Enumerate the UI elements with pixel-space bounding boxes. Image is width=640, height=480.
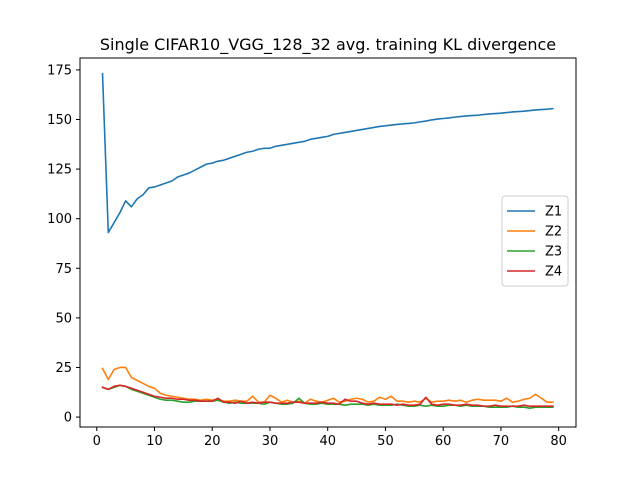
x-tick-label: 0 [93,434,101,449]
y-tick-label: 125 [47,163,72,178]
x-tick-label: 30 [262,434,279,449]
x-tick-label: 70 [493,434,510,449]
x-tick-label: 80 [550,434,567,449]
series-line-z2 [101,366,554,404]
series-line-z1 [101,73,554,234]
x-tick-label: 60 [435,434,452,449]
legend: Z1 Z2 Z3 Z4 [501,195,569,287]
plot-frame [79,57,577,428]
x-tick-label: 20 [204,434,221,449]
x-axis: 0 10 20 30 40 50 60 70 80 [93,427,567,449]
legend-label-z1: Z1 [545,205,562,220]
x-tick-label: 50 [377,434,394,449]
x-tick-label: 40 [319,434,336,449]
series-line-z3 [101,384,554,409]
legend-label-z4: Z4 [545,265,562,280]
y-tick-label: 75 [55,262,72,277]
x-tick-label: 10 [146,434,163,449]
legend-label-z2: Z2 [545,225,562,240]
y-tick-label: 100 [47,212,72,227]
y-axis: 0 25 50 75 100 125 150 175 [47,63,80,426]
y-tick-label: 25 [55,361,72,376]
legend-label-z3: Z3 [545,245,562,260]
series-line-z4 [101,384,554,407]
y-tick-label: 0 [64,411,72,426]
series-group [101,73,554,409]
y-tick-label: 175 [47,63,72,78]
y-tick-label: 150 [47,113,72,128]
chart-title: Single CIFAR10_VGG_128_32 avg. training … [100,35,556,55]
legend-box [501,195,569,287]
y-tick-label: 50 [55,311,72,326]
